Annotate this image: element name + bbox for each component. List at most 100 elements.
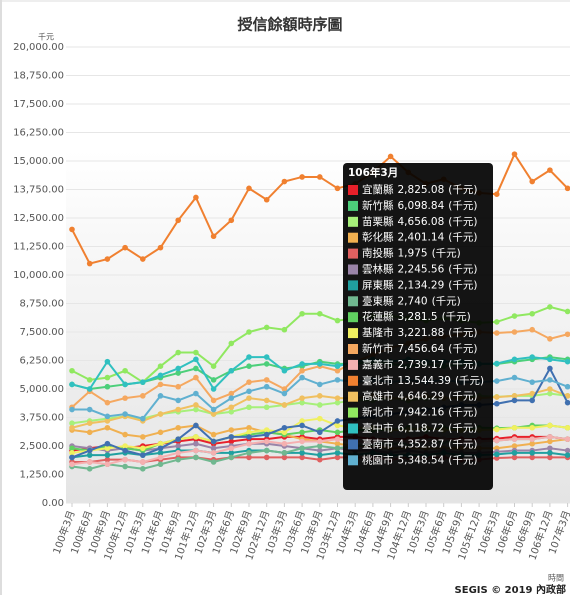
- data-point: [86, 447, 93, 454]
- data-point: [317, 443, 323, 449]
- data-point: [122, 395, 128, 401]
- data-point: [246, 329, 252, 335]
- tooltip-item: 臺東縣 2,740 (千元): [362, 294, 461, 307]
- data-point: [210, 450, 217, 456]
- data-point: [317, 415, 323, 422]
- tooltip-item: 高雄市 4,646.29 (千元): [362, 390, 477, 403]
- data-point: [246, 404, 252, 411]
- series-name: 桃園市: [362, 453, 394, 466]
- series-name: 宜蘭縣: [362, 183, 394, 196]
- data-point: [263, 324, 270, 331]
- legend-swatch: [348, 280, 358, 291]
- data-point: [547, 356, 553, 363]
- data-point: [281, 429, 288, 436]
- legend-swatch: [348, 312, 358, 323]
- data-point: [193, 365, 199, 372]
- data-point: [334, 399, 341, 406]
- data-point: [86, 377, 93, 383]
- tooltip-value: 4,656.08: [398, 216, 445, 228]
- data-point: [210, 397, 217, 404]
- data-point: [86, 452, 93, 458]
- data-point: [529, 454, 535, 461]
- data-point: [246, 424, 252, 431]
- data-point: [547, 434, 553, 440]
- data-point: [175, 456, 181, 463]
- data-point: [334, 429, 341, 436]
- tooltip-unit: (千元): [432, 248, 461, 260]
- legend-swatch: [348, 216, 358, 227]
- data-point: [193, 447, 199, 454]
- data-point: [529, 450, 535, 456]
- y-tick-label: 2,500.00: [19, 441, 64, 452]
- data-point: [387, 153, 394, 160]
- footer: SEGIS © 2019 內政部: [455, 583, 566, 595]
- data-point: [69, 367, 75, 374]
- tooltip-item: 屏東縣 2,134.29 (千元): [362, 278, 477, 291]
- data-point: [246, 450, 252, 456]
- data-point: [228, 390, 235, 397]
- data-point: [317, 447, 323, 454]
- data-point: [157, 381, 164, 388]
- tooltip-value: 2,134.29: [398, 279, 445, 291]
- y-tick-label: 13,750.00: [13, 185, 64, 196]
- data-point: [263, 454, 270, 461]
- data-point: [317, 402, 323, 408]
- data-point: [263, 427, 270, 433]
- data-point: [299, 310, 305, 317]
- data-point: [299, 450, 305, 456]
- data-point: [122, 367, 128, 374]
- data-point: [299, 374, 305, 381]
- legend-swatch: [348, 296, 358, 307]
- data-point: [228, 450, 235, 456]
- series-name: 彰化縣: [362, 231, 394, 244]
- data-point: [193, 454, 199, 461]
- data-point: [299, 399, 305, 406]
- tooltip-value: 2,825.08: [398, 184, 445, 196]
- data-point: [281, 424, 288, 431]
- data-point: [104, 418, 111, 424]
- data-point: [529, 326, 535, 333]
- legend-swatch: [348, 264, 358, 275]
- data-point: [69, 226, 75, 233]
- tooltip-value: 5,348.54: [398, 454, 445, 466]
- data-point: [299, 438, 305, 445]
- data-point: [529, 436, 535, 442]
- data-point: [210, 233, 217, 240]
- data-point: [69, 406, 75, 413]
- legend-swatch: [348, 185, 358, 195]
- y-tick-label: 12,500.00: [13, 213, 64, 224]
- data-point: [281, 367, 288, 374]
- data-point: [547, 422, 553, 429]
- data-point: [547, 390, 553, 397]
- data-point: [263, 438, 270, 445]
- data-point: [193, 194, 199, 201]
- tooltip-item: 基隆市 3,221.88 (千元): [362, 326, 477, 339]
- data-point: [263, 354, 270, 360]
- data-point: [299, 174, 305, 180]
- data-point: [564, 185, 570, 192]
- data-point: [299, 395, 305, 401]
- legend-swatch: [348, 407, 358, 418]
- data-point: [317, 361, 323, 367]
- data-point: [104, 358, 111, 365]
- data-point: [334, 422, 341, 429]
- data-point: [281, 386, 288, 392]
- data-point: [193, 356, 199, 363]
- data-point: [317, 381, 323, 388]
- data-point: [228, 434, 235, 440]
- data-point: [86, 406, 93, 413]
- data-point: [547, 445, 553, 452]
- data-point: [69, 454, 75, 461]
- data-point: [122, 244, 128, 251]
- data-point: [69, 424, 75, 431]
- series-name: 南投縣: [362, 247, 394, 260]
- tooltip-value: 1,975: [398, 248, 428, 260]
- data-point: [193, 434, 199, 440]
- data-point: [157, 244, 164, 251]
- data-point: [564, 452, 570, 458]
- data-point: [175, 397, 181, 404]
- data-point: [494, 360, 500, 367]
- data-point: [299, 445, 305, 452]
- legend-swatch: [348, 423, 358, 434]
- data-point: [334, 440, 341, 447]
